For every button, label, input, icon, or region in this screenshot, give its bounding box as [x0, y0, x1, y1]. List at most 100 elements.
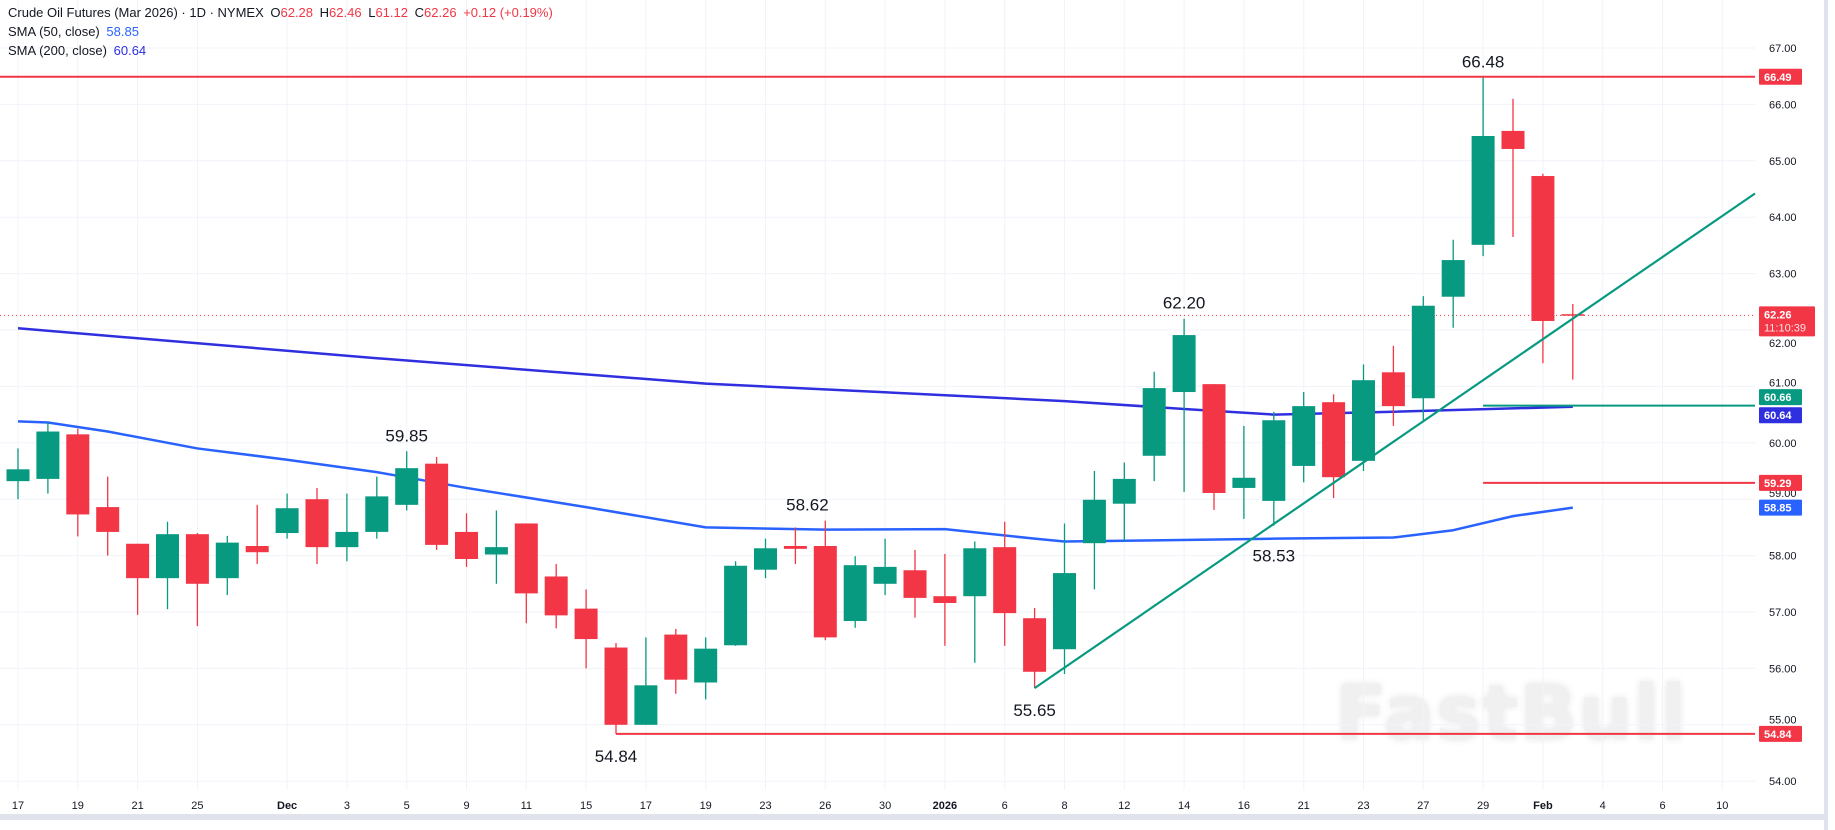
- sma50-label: SMA (50, close): [8, 24, 100, 39]
- candle[interactable]: [1112, 462, 1136, 543]
- candle[interactable]: [574, 589, 598, 669]
- candle-body: [305, 499, 329, 548]
- candle[interactable]: [903, 549, 927, 618]
- candle[interactable]: [1292, 392, 1316, 483]
- candle[interactable]: [365, 476, 389, 539]
- candle[interactable]: [1023, 608, 1047, 689]
- candle[interactable]: [694, 637, 718, 700]
- candle[interactable]: [126, 543, 150, 615]
- candle-body: [6, 469, 30, 482]
- candle[interactable]: [1053, 523, 1076, 675]
- candle[interactable]: [1352, 364, 1375, 471]
- candle[interactable]: [395, 451, 419, 511]
- candle[interactable]: [185, 533, 209, 627]
- candle[interactable]: [1411, 296, 1435, 421]
- sma50-value: 58.85: [106, 24, 139, 39]
- candle[interactable]: [1082, 471, 1106, 590]
- ohlc-open: O62.28: [270, 5, 314, 20]
- candle[interactable]: [1142, 371, 1166, 482]
- candle-body: [1381, 372, 1405, 407]
- candle-body: [783, 546, 807, 549]
- candle-body: [544, 576, 568, 616]
- candle[interactable]: [544, 564, 568, 629]
- candle[interactable]: [1262, 411, 1286, 526]
- candle[interactable]: [1322, 394, 1346, 499]
- sma200-legend-row[interactable]: SMA (200, close) 60.64: [8, 41, 556, 60]
- candle[interactable]: [724, 561, 748, 646]
- candle[interactable]: [1561, 304, 1585, 380]
- candle[interactable]: [514, 523, 538, 624]
- price-axis-label: 67.00: [1769, 43, 1797, 55]
- candle[interactable]: [1202, 384, 1226, 510]
- candle[interactable]: [96, 476, 120, 556]
- candle[interactable]: [843, 556, 867, 628]
- candle[interactable]: [783, 527, 807, 565]
- candle[interactable]: [993, 521, 1017, 646]
- candle[interactable]: [6, 448, 30, 500]
- candle-body: [126, 543, 150, 579]
- badge-price: 58.85: [1764, 503, 1792, 515]
- price-annotation: 58.53: [1253, 547, 1296, 566]
- price-axis-label: 59.00: [1769, 488, 1797, 500]
- candle[interactable]: [664, 628, 688, 694]
- time-axis-label: 12: [1118, 800, 1130, 812]
- candle-body: [1441, 260, 1465, 297]
- time-axis-label: 15: [580, 800, 592, 812]
- candle[interactable]: [1531, 173, 1555, 364]
- candle[interactable]: [604, 643, 628, 734]
- symbol-legend-row[interactable]: Crude Oil Futures (Mar 2026) · 1D · NYME…: [8, 3, 556, 22]
- candle[interactable]: [66, 428, 90, 537]
- price-axis-badge: 66.49: [1759, 68, 1802, 85]
- price-axis-badge: 59.29: [1759, 474, 1802, 491]
- candle[interactable]: [275, 493, 299, 539]
- candle-body: [963, 548, 987, 597]
- candle[interactable]: [1172, 318, 1196, 492]
- trendline[interactable]: [1033, 192, 1756, 690]
- price-annotation: 58.62: [786, 496, 829, 515]
- badge-background: [1759, 725, 1802, 742]
- time-axis-label: 3: [344, 800, 350, 812]
- candle-body: [1172, 335, 1196, 393]
- time-axis-label: 5: [404, 800, 410, 812]
- sma200-value: 60.64: [113, 43, 147, 58]
- candle[interactable]: [36, 421, 60, 494]
- candle[interactable]: [963, 541, 987, 663]
- candle-body: [1471, 135, 1495, 245]
- candle[interactable]: [754, 538, 777, 579]
- price-axis-badge: 60.66: [1759, 389, 1802, 406]
- candle[interactable]: [1501, 98, 1525, 237]
- time-axis-label: 17: [12, 800, 24, 812]
- time-axis-label: 2026: [933, 800, 957, 812]
- sma50-legend-row[interactable]: SMA (50, close) 58.85: [8, 22, 556, 41]
- candle[interactable]: [1381, 345, 1405, 426]
- badge-countdown: 11:10:39: [1764, 322, 1806, 334]
- time-axis-label: 29: [1477, 800, 1489, 812]
- candle[interactable]: [484, 510, 508, 584]
- time-axis-label: 30: [879, 800, 891, 812]
- candle[interactable]: [156, 521, 179, 610]
- candle[interactable]: [245, 504, 269, 565]
- candle-body: [66, 434, 90, 515]
- candle[interactable]: [933, 553, 957, 646]
- candle[interactable]: [1232, 425, 1256, 519]
- candle-body: [1262, 420, 1286, 501]
- candle[interactable]: [455, 513, 478, 567]
- time-axis-label: Feb: [1533, 800, 1553, 812]
- candle[interactable]: [215, 535, 239, 596]
- candle[interactable]: [335, 493, 359, 562]
- candle[interactable]: [1471, 77, 1495, 257]
- candle-body: [96, 507, 120, 532]
- sma200-line[interactable]: [17, 327, 1573, 416]
- price-axis-badge: 60.64: [1759, 407, 1802, 424]
- candle[interactable]: [873, 538, 897, 596]
- candle[interactable]: [634, 637, 658, 725]
- candle-body: [1501, 130, 1525, 149]
- price-axis-label: 55.00: [1769, 714, 1797, 726]
- fastbull-watermark-logo: FastBull: [1335, 668, 1688, 757]
- candle[interactable]: [813, 520, 837, 641]
- candle[interactable]: [1441, 239, 1465, 328]
- candle[interactable]: [425, 456, 449, 550]
- candle[interactable]: [305, 487, 329, 565]
- candle-body: [275, 508, 299, 534]
